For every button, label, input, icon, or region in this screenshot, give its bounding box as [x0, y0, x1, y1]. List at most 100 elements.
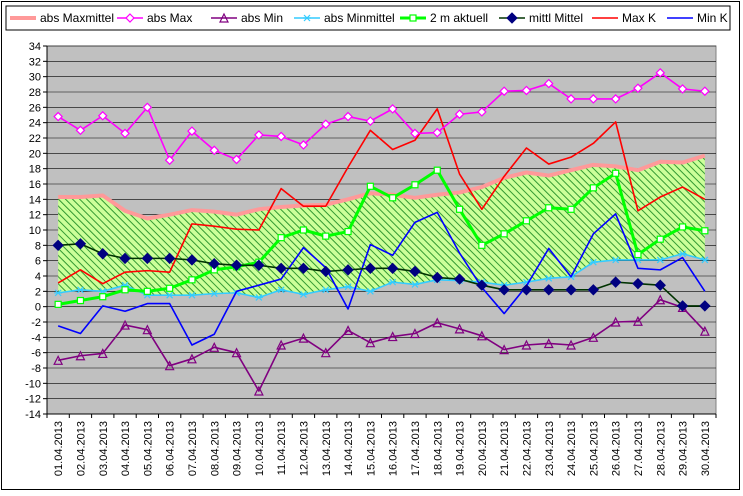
data-point: [523, 278, 530, 286]
data-point: [121, 286, 129, 294]
x-tick-label: 11.04.2013: [276, 421, 288, 475]
x-tick-label: 20.04.2013: [477, 421, 489, 476]
x-tick-label: 15.04.2013: [365, 421, 377, 476]
legend-entry: 2 m aktuell: [400, 11, 488, 25]
data-point: [679, 250, 686, 258]
x-tick-label: 03.04.2013: [98, 421, 110, 476]
data-point: [389, 194, 397, 202]
data-point: [187, 126, 197, 136]
data-point: [365, 116, 376, 126]
data-point: [97, 110, 108, 121]
data-point: [699, 300, 711, 312]
x-tick-label: 09.04.2013: [232, 421, 244, 476]
data-point: [366, 182, 374, 190]
data-point: [125, 13, 135, 23]
data-point: [632, 315, 643, 326]
data-point: [299, 226, 308, 234]
data-point: [565, 284, 577, 296]
y-tick-label: -6: [31, 348, 41, 360]
x-tick-label: 23.04.2013: [544, 421, 556, 476]
data-point: [387, 331, 398, 342]
x-tick-label: 06.04.2013: [165, 421, 177, 476]
data-point: [677, 84, 688, 94]
data-point: [343, 111, 353, 122]
data-point: [655, 67, 666, 78]
data-point: [164, 360, 175, 371]
y-tick-label: -10: [25, 378, 41, 390]
data-point: [120, 128, 130, 139]
data-point: [477, 107, 487, 117]
data-point: [298, 332, 309, 343]
data-point: [188, 291, 196, 299]
data-point: [163, 252, 176, 265]
data-point: [277, 286, 285, 294]
data-point: [455, 205, 464, 213]
y-tick-label: 10: [29, 225, 41, 237]
data-point: [342, 264, 354, 276]
data-point: [411, 181, 419, 189]
data-point: [454, 323, 465, 334]
data-point: [343, 325, 354, 336]
series-2-m-aktuell: [54, 166, 709, 308]
data-point: [142, 102, 153, 113]
normal-range-band: [58, 155, 705, 298]
data-point: [700, 86, 710, 97]
y-tick-label: 28: [29, 87, 41, 99]
data-point: [478, 241, 486, 249]
data-point: [74, 238, 87, 250]
data-point: [409, 14, 417, 22]
data-point: [209, 145, 220, 156]
legend-entry: abs Max: [117, 11, 192, 25]
series-min-k: [57, 211, 706, 346]
y-tick-label: 24: [29, 118, 41, 130]
series-max-k: [57, 108, 706, 285]
x-tick-label: 08.04.2013: [209, 421, 221, 476]
data-point: [120, 319, 131, 330]
y-tick-label: -2: [31, 317, 41, 329]
y-tick-label: -8: [31, 363, 41, 375]
data-point: [275, 262, 287, 275]
data-point: [365, 337, 376, 348]
x-tick-label: 02.04.2013: [75, 421, 87, 476]
data-point: [589, 184, 597, 192]
data-point: [432, 127, 443, 138]
y-tick-label: 20: [29, 148, 41, 160]
data-point: [432, 317, 443, 328]
data-point: [322, 286, 330, 294]
data-point: [344, 283, 352, 291]
data-point: [588, 94, 599, 104]
data-point: [143, 287, 151, 295]
series-line: [57, 108, 706, 285]
data-point: [476, 330, 487, 341]
y-tick-label: 32: [29, 56, 41, 68]
x-tick-label: 13.04.2013: [321, 421, 333, 476]
data-point: [77, 286, 84, 294]
data-point: [210, 290, 218, 298]
series-abs-max: [53, 67, 710, 166]
data-point: [231, 154, 242, 165]
data-point: [276, 339, 287, 350]
data-point: [344, 227, 352, 236]
x-tick-label: 25.04.2013: [588, 421, 600, 476]
x-tick-label: 24.04.2013: [566, 421, 578, 476]
x-tick-label: 28.04.2013: [655, 421, 667, 476]
data-point: [588, 331, 599, 342]
data-point: [164, 155, 175, 166]
series-abs-maxmittel: [58, 153, 706, 221]
data-point: [166, 291, 174, 299]
x-tick-label: 22.04.2013: [521, 421, 533, 476]
data-point: [389, 278, 397, 286]
series-line: [57, 168, 706, 306]
y-tick-label: 8: [35, 240, 41, 252]
data-point: [411, 281, 419, 288]
data-point: [387, 104, 398, 114]
data-point: [701, 256, 709, 264]
data-point: [433, 166, 441, 174]
legend-label: mittl Mittel: [529, 11, 583, 25]
x-tick-label: 07.04.2013: [187, 421, 199, 476]
data-point: [633, 83, 643, 94]
data-point: [410, 128, 420, 139]
y-tick-label: 4: [35, 271, 41, 283]
data-point: [476, 279, 488, 291]
x-tick-label: 18.04.2013: [432, 421, 444, 476]
